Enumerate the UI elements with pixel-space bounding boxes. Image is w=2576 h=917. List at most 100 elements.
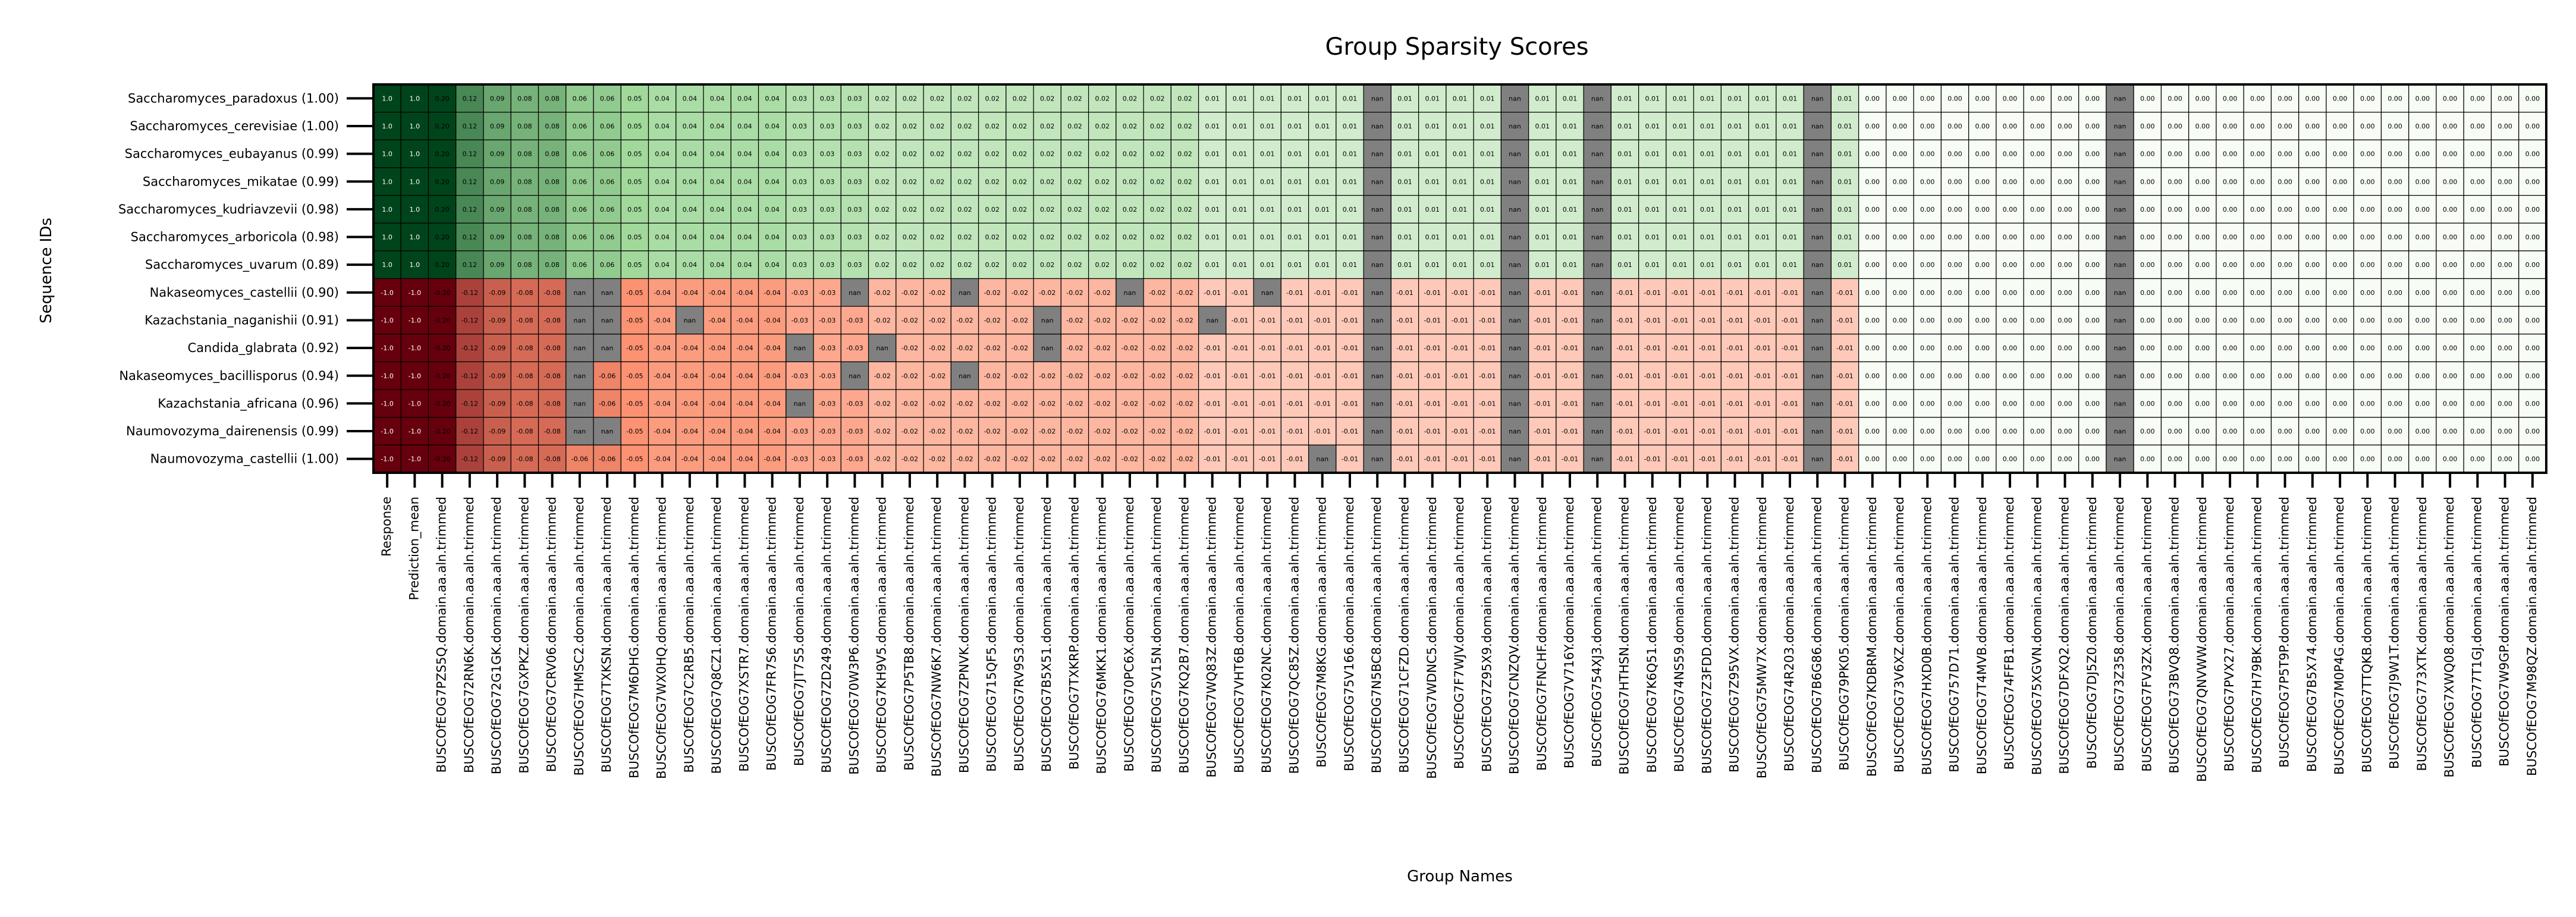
- heatmap-cell: [1693, 361, 1721, 390]
- cell-value-label: 0.00: [2003, 178, 2018, 186]
- cell-value-label: nan: [2114, 456, 2126, 463]
- heatmap-cell: [1143, 112, 1171, 140]
- cell-value-label: -0.02: [901, 400, 918, 407]
- heatmap-cell: [1336, 278, 1364, 307]
- cell-value-label: 0.02: [930, 261, 945, 269]
- cell-value-label: -1.0: [409, 344, 421, 352]
- cell-value-label: 0.01: [1315, 123, 1330, 130]
- heatmap-cell: [1830, 139, 1859, 168]
- heatmap-cell: [2078, 389, 2107, 418]
- cell-value-label: 0.01: [1727, 206, 1742, 213]
- cell-value-label: -0.02: [901, 428, 918, 435]
- heatmap-cell: [1363, 389, 1391, 418]
- heatmap-cell: [1528, 334, 1557, 363]
- cell-value-label: 0.00: [1865, 206, 1880, 213]
- heatmap-cell: [1473, 417, 1501, 445]
- heatmap-cell: [1528, 389, 1557, 418]
- cell-value-label: -0.01: [1836, 289, 1853, 297]
- cell-value-label: -0.20: [433, 289, 450, 297]
- cell-value-label: 0.00: [2415, 261, 2430, 269]
- cell-value-label: 0.02: [985, 150, 1000, 158]
- heatmap-cell: [428, 417, 457, 445]
- cell-value-label: -0.01: [1672, 289, 1688, 297]
- cell-value-label: 0.01: [1727, 123, 1742, 130]
- cell-value-label: nan: [1371, 456, 1384, 463]
- heatmap-cell: [2380, 84, 2409, 113]
- cell-value-label: 0.12: [463, 95, 477, 102]
- cell-value-label: 0.02: [957, 178, 972, 186]
- cell-value-label: 0.00: [1893, 428, 1908, 435]
- cell-value-label: -0.01: [1782, 400, 1798, 407]
- heatmap-cell: [2106, 112, 2134, 140]
- cell-value-label: 0.01: [1453, 234, 1468, 241]
- cell-value-label: nan: [574, 316, 586, 324]
- heatmap-cell: [1253, 194, 1281, 224]
- cell-value-label: nan: [1371, 206, 1384, 213]
- heatmap-cell: [1996, 139, 2024, 168]
- cell-value-label: 0.00: [2277, 344, 2292, 352]
- cell-value-label: 0.00: [2525, 316, 2540, 324]
- column-label: BUSCOfEOG7XWQ08.domain.aa.aln.trimmed: [2442, 497, 2456, 778]
- cell-value-label: 0.03: [793, 234, 808, 241]
- cell-value-label: 0.01: [1617, 261, 1632, 269]
- cell-value-label: 0.00: [1975, 316, 1990, 324]
- heatmap-cell: [2353, 306, 2382, 335]
- cell-value-label: -0.01: [1396, 316, 1413, 324]
- heatmap-cell: [1088, 167, 1117, 196]
- cell-value-label: -0.01: [1286, 456, 1303, 463]
- column-label: BUSCOfEOG7WDNC5.domain.aa.aln.trimmed: [1425, 497, 1439, 779]
- heatmap-cell: [593, 167, 621, 196]
- cell-value-label: 0.00: [2030, 178, 2045, 186]
- heatmap-cell: [2353, 222, 2382, 252]
- cell-value-label: 0.00: [2415, 428, 2430, 435]
- heatmap-cell: [1610, 194, 1639, 224]
- cell-value-label: 0.04: [737, 261, 752, 269]
- cell-value-label: -0.01: [1424, 372, 1441, 380]
- cell-value-label: nan: [1591, 344, 1604, 352]
- cell-value-label: 1.0: [382, 178, 392, 186]
- cell-value-label: nan: [1591, 234, 1604, 241]
- heatmap-cell: [1143, 139, 1171, 168]
- cell-value-label: 0.02: [875, 206, 890, 213]
- cell-value-label: 0.00: [2305, 316, 2320, 324]
- cell-value-label: 0.00: [2443, 289, 2458, 297]
- cell-value-label: 0.02: [903, 206, 918, 213]
- cell-value-label: nan: [601, 428, 614, 435]
- cell-value-label: -0.04: [709, 372, 725, 380]
- cell-value-label: -0.01: [1232, 289, 1248, 297]
- cell-value-label: 0.00: [2415, 150, 2430, 158]
- cell-value-label: -0.02: [1176, 289, 1193, 297]
- cell-value-label: 0.02: [1040, 261, 1055, 269]
- cell-value-label: -0.04: [736, 372, 753, 380]
- cell-value-label: 0.00: [1947, 261, 1962, 269]
- cell-value-label: 0.03: [820, 123, 835, 130]
- cell-value-label: 0.05: [627, 206, 642, 213]
- heatmap-cell: [2243, 278, 2272, 307]
- heatmap-cell: [1418, 278, 1447, 307]
- heatmap-cell: [1776, 334, 1804, 363]
- cell-value-label: 0.00: [2333, 178, 2348, 186]
- cell-value-label: 0.02: [1067, 178, 1082, 186]
- cell-value-label: 0.00: [2085, 123, 2100, 130]
- cell-value-label: 0.02: [1150, 178, 1165, 186]
- heatmap-cell: [730, 250, 759, 280]
- cell-value-label: 0.00: [2030, 344, 2045, 352]
- cell-value-label: 0.01: [1755, 150, 1770, 158]
- heatmap-cell: [2436, 194, 2464, 224]
- heatmap-cell: [538, 444, 567, 473]
- cell-value-label: 0.01: [1673, 123, 1688, 130]
- cell-value-label: 0.02: [1177, 123, 1192, 130]
- cell-value-label: 0.01: [1837, 95, 1852, 102]
- heatmap-cell: [1500, 361, 1529, 390]
- heatmap-cell: [1060, 306, 1089, 335]
- cell-value-label: -0.02: [874, 289, 890, 297]
- heatmap-cell: [730, 222, 759, 252]
- column-label: BUSCOfEOG7Q8CZ1.domain.aa.aln.trimmed: [709, 497, 724, 774]
- column-label: BUSCOfEOG7PZS5Q.domain.aa.aln.trimmed: [435, 497, 449, 772]
- column-label: BUSCOfEOG7Z95X9.domain.aa.aln.trimmed: [1479, 497, 1494, 772]
- cell-value-label: nan: [1041, 344, 1054, 352]
- cell-value-label: -0.01: [1534, 372, 1551, 380]
- cell-value-label: 0.00: [2443, 123, 2458, 130]
- cell-value-label: 0.04: [683, 178, 698, 186]
- cell-value-label: 0.00: [2003, 289, 2018, 297]
